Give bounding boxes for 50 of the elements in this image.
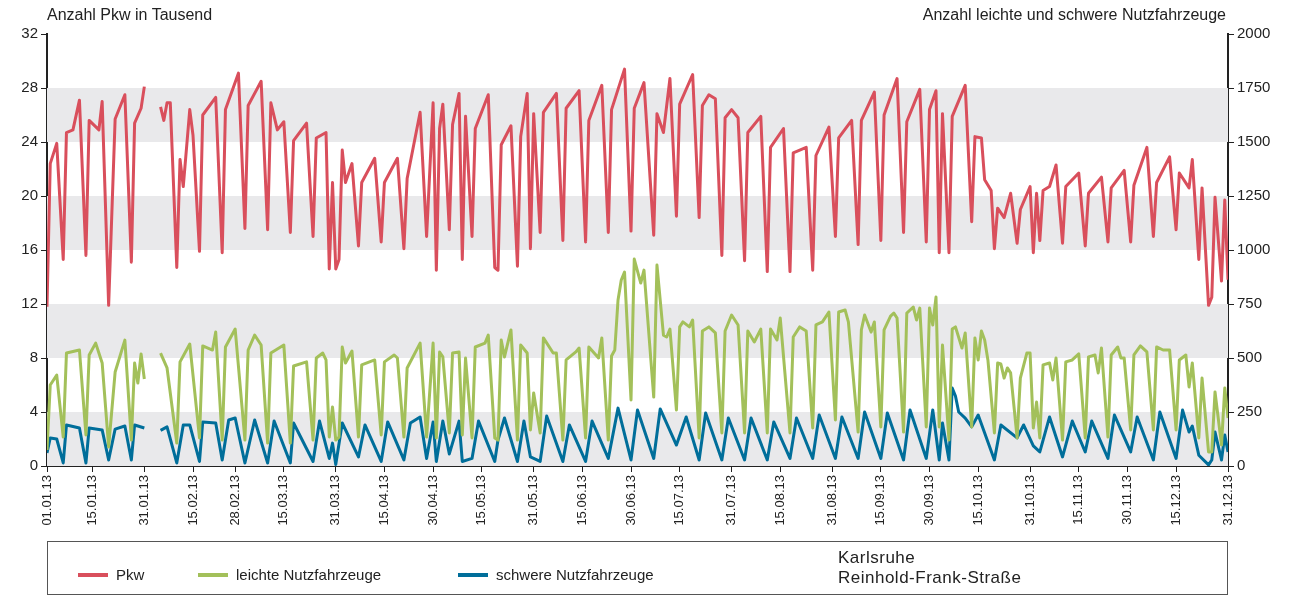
x-tick-label: 15.11.13 [1070, 475, 1086, 525]
x-tick-label: 31.10.13 [1021, 475, 1037, 526]
y2-axis-title: Anzahl leichte und schwere Nutzfahrzeuge [922, 6, 1226, 24]
x-tick-label: 31.07.13 [723, 475, 739, 526]
x-tick-label: 30.06.13 [622, 475, 638, 526]
y2-tick-label: 750 [1237, 294, 1263, 312]
x-tick-label: 15.08.13 [771, 475, 787, 526]
x-tick-label: 15.04.13 [376, 475, 392, 526]
y2-tick-label: 500 [1237, 348, 1263, 366]
x-tick-label: 30.11.13 [1119, 475, 1134, 525]
y2-tick-label: 0 [1237, 456, 1246, 474]
y-tick-label: 28 [21, 78, 38, 96]
y-tick-label: 0 [29, 456, 38, 474]
x-tick-label: 30.04.13 [424, 475, 440, 526]
x-tick-label: 15.05.13 [473, 475, 489, 526]
x-tick-label: 15.10.13 [969, 475, 985, 526]
y-tick-label: 24 [21, 132, 38, 150]
y-tick-label: 32 [21, 24, 38, 42]
x-tick-label: 31.08.13 [823, 475, 839, 526]
x-tick-label: 31.03.13 [327, 475, 343, 526]
text: Reinhold-Frank-Straße [838, 568, 1022, 588]
x-tick-label: 31.05.13 [525, 475, 541, 526]
y-axis-title: Anzahl Pkw in Tausend [47, 6, 213, 24]
x-tick-label: 28.02.13 [226, 475, 242, 526]
x-tick-label: 15.12.13 [1167, 475, 1183, 526]
y2-tick-label: 250 [1237, 402, 1263, 420]
x-tick-label: 15.09.13 [872, 475, 888, 526]
x-tick-label: 15.03.13 [275, 475, 291, 526]
x-tick-label: 15.07.13 [671, 475, 687, 526]
y-tick-label: 4 [29, 402, 38, 420]
y2-tick-label: 2000 [1237, 24, 1271, 42]
y2-tick-label: 1500 [1237, 132, 1271, 150]
x-tick-label: 15.06.13 [573, 475, 589, 526]
x-tick-label: 01.01.13 [38, 475, 54, 526]
x-tick-label: 15.01.13 [84, 475, 99, 526]
text: Karlsruhe [838, 548, 917, 568]
y2-tick-label: 1250 [1237, 186, 1271, 204]
x-tick-label: 15.02.13 [184, 475, 200, 526]
y-tick-label: 16 [21, 240, 38, 258]
y2-tick-label: 1000 [1237, 240, 1271, 258]
x-tick-label: 31.12.13 [1219, 475, 1235, 526]
legend-label: schwere Nutzfahrzeuge [495, 566, 654, 583]
legend-label: Pkw [115, 566, 145, 583]
y-tick-label: 12 [21, 294, 38, 312]
legend-label: leichte Nutzfahrzeuge [235, 566, 382, 583]
y-tick-label: 20 [21, 186, 38, 204]
x-tick-label: 31.01.13 [135, 475, 151, 526]
y2-tick-label: 1750 [1237, 78, 1271, 96]
y-tick-label: 8 [29, 348, 38, 366]
x-tick-label: 30.09.13 [921, 475, 937, 526]
